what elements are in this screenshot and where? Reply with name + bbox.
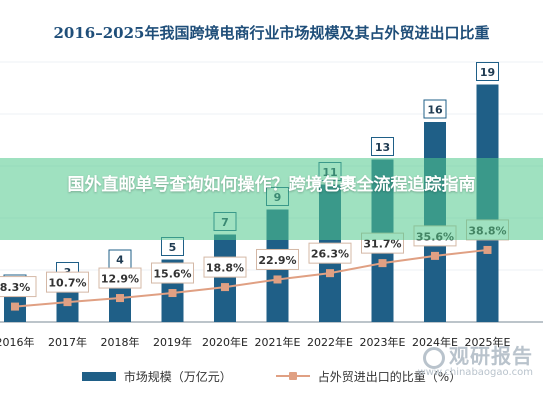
legend-item-line: 占外贸进出口的比重（%） (275, 368, 462, 385)
ratio-point-5 (273, 275, 282, 284)
ratio-value-label-1: 10.7% (48, 277, 86, 290)
bar-value-label-8: 16 (427, 104, 443, 117)
ratio-point-2 (116, 294, 124, 303)
x-tick-label-6: 2022年E (307, 335, 353, 349)
ratio-label-box-3 (151, 262, 194, 284)
legend-bar-swatch (81, 371, 116, 381)
x-tick-label-3: 2019年 (153, 335, 192, 349)
ratio-label-box-2 (98, 267, 142, 289)
ratio-value-label-4: 18.8% (206, 262, 244, 275)
x-tick-label-8: 2024年E (412, 335, 458, 349)
bar-label-box-9 (476, 62, 499, 81)
ratio-point-0 (11, 302, 19, 311)
legend-line-swatch (275, 372, 310, 380)
x-tick-label-0: 2016年 (0, 335, 35, 349)
x-tick-label-5: 2021年E (255, 335, 301, 349)
ratio-point-7 (378, 259, 387, 268)
x-tick-label-7: 2023年E (360, 335, 406, 349)
overlay-banner (0, 158, 543, 240)
ratio-point-1 (63, 298, 72, 307)
bar-value-label-9: 19 (480, 66, 495, 79)
x-tick-label-4: 2020年E (202, 335, 248, 349)
ratio-label-box-4 (203, 256, 247, 278)
ratio-line (14, 248, 488, 308)
chart-title: 2016–2025年我国跨境电商行业市场规模及其占外贸进出口比重 (53, 24, 490, 42)
ratio-point-6 (326, 269, 334, 278)
watermark-logo-icon (423, 346, 445, 369)
bar-value-label-3: 5 (169, 241, 177, 254)
ratio-value-label-7: 31.7% (363, 238, 401, 251)
ratio-label-box-6 (308, 242, 352, 264)
ratio-point-4 (221, 283, 229, 292)
ratio-point-8 (431, 251, 439, 260)
watermark-url: www.chinabaogao.com (417, 367, 533, 378)
ratio-value-label-6: 26.3% (311, 248, 349, 261)
ratio-point-3 (168, 289, 177, 298)
legend-label-line: 占外贸进出口的比重（%） (317, 369, 462, 384)
ratio-value-label-3: 15.6% (153, 268, 191, 281)
bar-label-box-8 (423, 99, 447, 119)
ratio-label-box-5 (256, 248, 299, 270)
bar-value-label-7: 13 (375, 141, 390, 154)
legend-label-bar: 市场规模（万亿元） (123, 369, 232, 384)
ratio-value-label-0: 8.3% (0, 281, 30, 294)
bar-label-box-7 (371, 137, 394, 156)
overlay-text: 国外直邮单号查询如何操作？跨境包裹全流程追踪指南 (67, 175, 476, 195)
bar-4 (214, 234, 236, 322)
ratio-label-box-0 (0, 276, 37, 298)
x-tick-label-1: 2017年 (48, 335, 87, 349)
x-tick-label-9: 2025年E (465, 335, 511, 349)
ratio-value-label-5: 22.9% (258, 254, 296, 267)
watermark: 观研报告 www.chinabaogao.com (418, 340, 533, 378)
ratio-point-9 (483, 245, 492, 254)
x-tick-label-2: 2018年 (101, 335, 140, 349)
ratio-label-box-1 (46, 271, 89, 293)
watermark-main: 观研报告 (418, 340, 533, 369)
ratio-value-label-2: 12.9% (101, 273, 139, 286)
bar-value-label-2: 4 (116, 254, 124, 267)
chart-legend: 市场规模（万亿元） 占外贸进出口的比重（%） (0, 364, 543, 388)
legend-item-bar: 市场规模（万亿元） (81, 368, 232, 385)
